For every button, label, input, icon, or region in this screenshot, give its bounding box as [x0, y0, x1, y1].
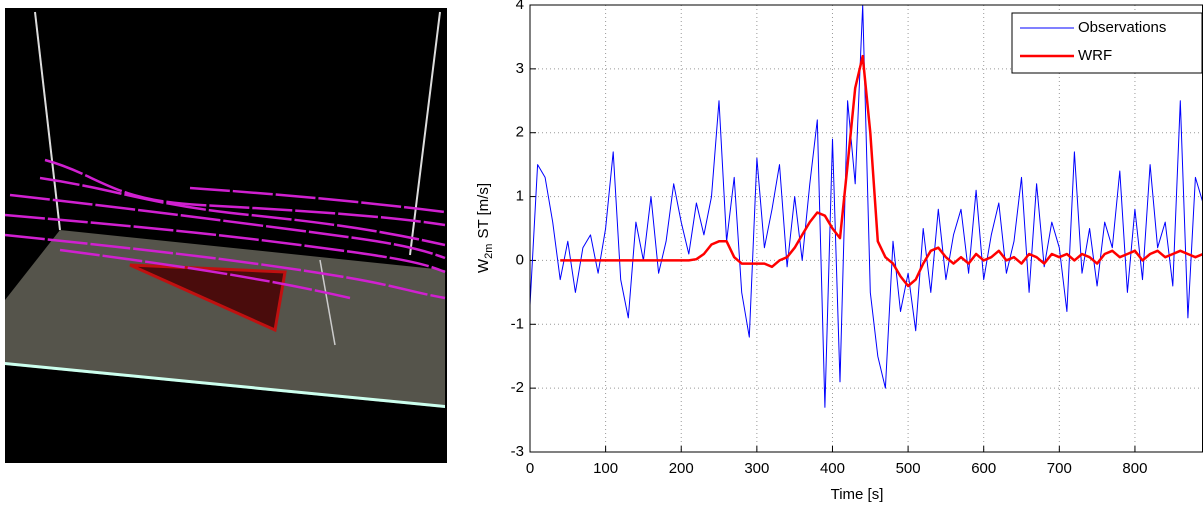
plot-background [530, 5, 1203, 452]
x-tick-label: 800 [1122, 460, 1147, 477]
x-tick-label: 300 [744, 460, 769, 477]
y-tick-label: -3 [511, 443, 524, 460]
data-line [529, 4, 1203, 408]
y-axis-title: W2m ST [m/s] [475, 183, 495, 273]
legend-box [1011, 12, 1203, 74]
x-tick-label: 200 [669, 460, 694, 477]
y-axis-title-subscript: 2m [483, 244, 495, 259]
y-tick-label: 4 [516, 0, 524, 13]
x-tick-label: 400 [820, 460, 845, 477]
x-tick-label: 100 [593, 460, 618, 477]
y-tick-label: -1 [511, 315, 524, 332]
y-axis-title-text: ST [m/s] [475, 183, 492, 239]
x-tick-label: 700 [1047, 460, 1072, 477]
legend: Observations WRF [1011, 12, 1203, 74]
y-tick-label: -2 [511, 379, 524, 396]
legend-label: WRF [1078, 47, 1112, 64]
scene-render [4, 8, 447, 463]
x-tick-label: 600 [971, 460, 996, 477]
legend-label: Observations [1078, 19, 1166, 36]
x-axis-title: Time [s] [831, 486, 884, 503]
y-tick-label: 2 [516, 124, 524, 141]
x-tick-label: 500 [896, 460, 921, 477]
data-line [560, 54, 1203, 288]
y-tick-label: 3 [516, 60, 524, 77]
y-axis-title-base: W [475, 258, 492, 273]
y-tick-label: 0 [516, 251, 524, 268]
y-tick-label: 1 [516, 188, 524, 205]
plot-area: -3 -2 -1 0 1 2 3 4 0 100 200 300 400 500 600 700 800 Obse… [511, 0, 1203, 477]
x-tick-label: 0 [526, 460, 534, 477]
